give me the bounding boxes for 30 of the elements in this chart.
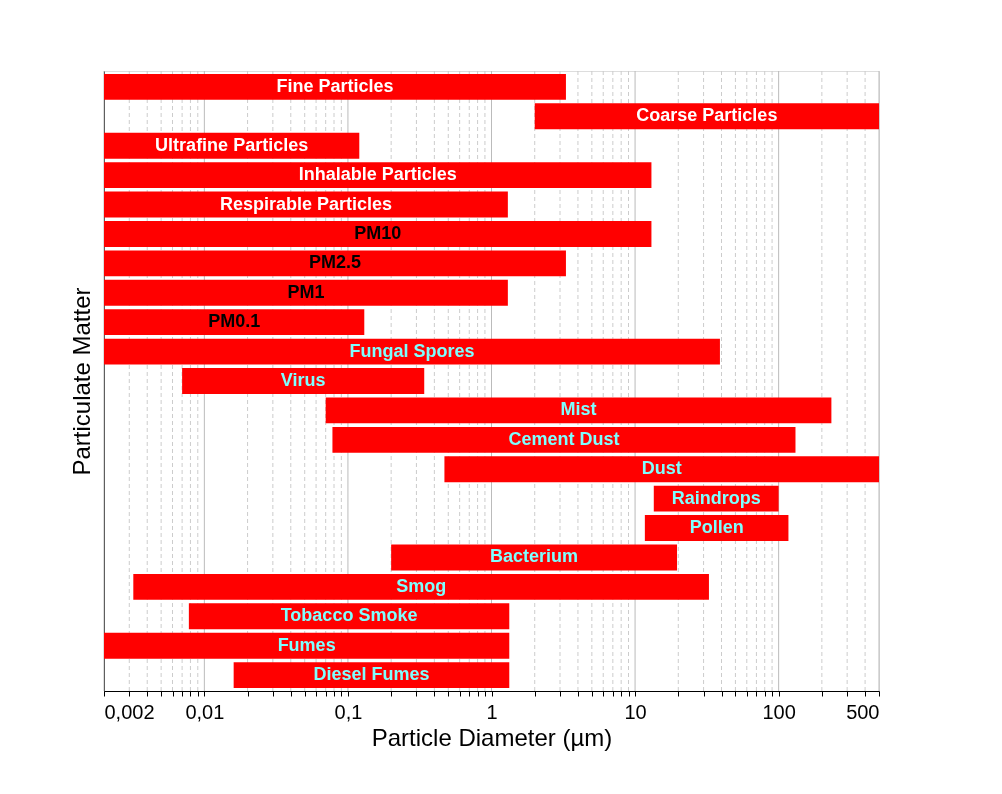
y-tick-label: Diesel Fumes — [313, 664, 430, 685]
y-tick-label: Fine Particles — [276, 75, 394, 96]
x-tick-label: 100 — [762, 700, 796, 723]
y-tick-label: Tobacco Smoke — [280, 605, 418, 626]
y-tick-label: Fumes — [277, 634, 336, 655]
y-tick-label: Bacterium — [490, 546, 579, 567]
y-tick-label: Smog — [396, 575, 447, 596]
y-tick-label: PM1 — [287, 281, 325, 302]
x-tick-label: 0,002 — [104, 700, 155, 723]
y-tick-label: Pollen — [689, 517, 744, 538]
x-tick-label: 0,1 — [334, 700, 363, 723]
y-tick-label: Fungal Spores — [349, 340, 475, 361]
y-tick-label: PM2.5 — [308, 252, 361, 273]
y-tick-label: Coarse Particles — [636, 105, 778, 126]
y-axis-title: Particulate Matter — [67, 287, 95, 476]
x-tick-label: 500 — [846, 700, 880, 723]
x-axis-title: Particle Diameter (µm) — [371, 723, 613, 751]
x-tick-label: 1 — [486, 700, 498, 723]
y-tick-label: Virus — [280, 370, 326, 390]
y-tick-label: Raindrops — [671, 487, 761, 508]
y-tick-label: Ultrafine Particles — [155, 134, 309, 155]
x-tick-label: 10 — [624, 700, 647, 723]
y-tick-label: Inhalable Particles — [298, 164, 457, 185]
y-tick-label: Dust — [641, 458, 682, 479]
x-tick-label: 0,01 — [185, 700, 225, 723]
y-tick-label: Respirable Particles — [219, 193, 392, 214]
y-tick-label: Mist — [560, 399, 597, 420]
y-tick-label: Cement Dust — [508, 428, 620, 449]
y-tick-label: PM0.1 — [208, 311, 261, 332]
y-tick-label: PM10 — [354, 222, 402, 243]
